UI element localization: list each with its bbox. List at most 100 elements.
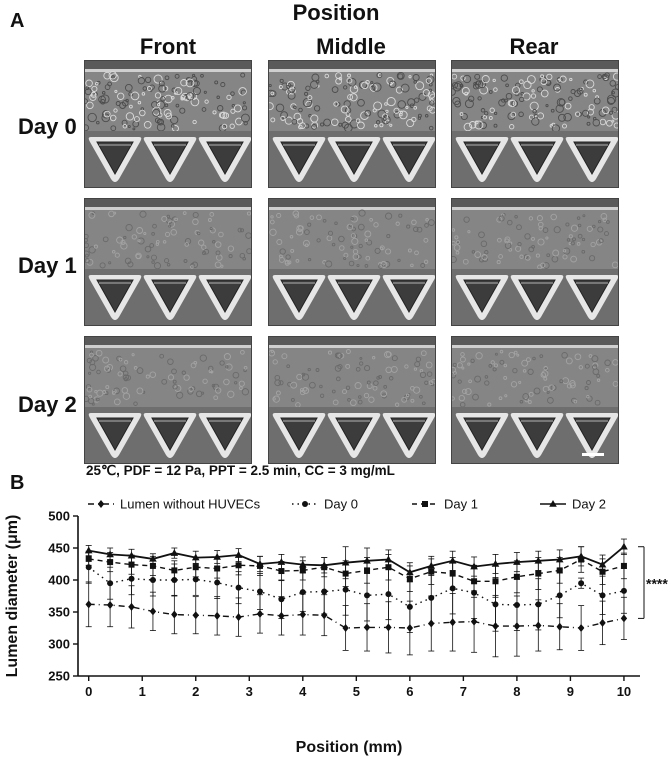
data-point-day-2 [598,560,607,568]
data-point-day-2 [555,555,564,563]
column-header-rear: Rear [509,34,559,59]
data-point-lumen-without-huvecs [342,624,349,632]
data-point-lumen-without-huvecs [192,611,199,620]
y-tick-label: 500 [48,509,70,524]
series-line-day-0 [88,566,625,608]
x-tick-label: 5 [353,684,360,699]
x-tick-label: 7 [460,684,467,699]
x-tick-label: 4 [299,684,307,699]
micrograph-day-2-rear [451,336,619,464]
data-point-day-2 [277,558,286,565]
data-point-day-0 [556,592,563,599]
x-tick-label: 0 [85,684,92,699]
x-tick-label: 10 [617,684,631,699]
y-tick-label: 250 [48,669,70,684]
micrograph-day-0-middle [268,60,436,188]
y-tick-label: 350 [48,605,70,620]
data-point-day-2 [149,554,157,562]
data-point-day-0 [428,594,435,601]
data-point-lumen-without-huvecs [299,610,306,619]
data-point-lumen-without-huvecs [235,613,242,622]
data-point-day-1 [235,562,242,569]
data-point-day-1 [149,562,156,569]
data-point-day-2 [620,542,628,550]
data-point-day-1 [85,555,92,562]
x-tick-label: 1 [139,684,146,699]
data-point-lumen-without-huvecs [85,600,92,609]
x-tick-label: 2 [192,684,199,699]
data-point-lumen-without-huvecs [213,611,221,620]
data-point-day-2 [577,552,585,560]
series-line-lumen-without-huvecs [88,603,625,629]
data-point-lumen-without-huvecs [149,607,157,616]
data-point-day-0 [85,564,92,571]
micrograph-day-2-front [84,336,252,464]
data-point-lumen-without-huvecs [449,618,456,627]
data-point-day-1 [214,565,221,572]
panel-a-letter: A [10,10,25,32]
data-point-day-2 [106,550,114,558]
x-tick-label: 3 [246,684,253,699]
legend-label-lumen-without-huvecs: Lumen without HUVECs [120,497,261,512]
data-point-day-1 [620,562,627,569]
data-point-day-0 [235,584,242,591]
data-point-day-0 [107,580,114,587]
row-label-day-0: Day 0 [18,114,77,139]
data-point-day-2 [534,556,543,564]
y-tick-label: 450 [48,541,70,556]
data-point-day-0 [535,601,542,608]
data-point-day-0 [149,577,156,583]
x-tick-label: 8 [513,684,520,699]
data-point-lumen-without-huvecs [106,600,114,609]
data-point-day-2 [170,549,179,556]
data-point-day-1 [535,570,542,577]
data-point-day-2 [191,553,200,561]
data-point-day-1 [449,570,456,577]
data-point-day-2 [213,552,221,560]
data-point-day-0 [278,596,285,603]
y-axis-title: Lumen diameter (μm) [4,515,21,678]
data-point-lumen-without-huvecs [128,602,135,611]
data-point-day-0 [299,589,306,596]
data-point-lumen-without-huvecs [556,622,563,631]
data-point-lumen-without-huvecs [321,611,328,620]
data-point-day-2 [127,551,136,559]
micrograph-day-0-front [84,60,252,188]
micrograph-day-1-middle [268,198,436,326]
data-point-day-0 [599,592,606,599]
data-point-day-0 [321,588,328,595]
legend-label-day-1: Day 1 [444,497,478,512]
series-line-day-1 [88,558,625,582]
data-point-day-2 [299,560,307,568]
data-point-day-1 [128,561,135,568]
condition-caption: 25℃, PDF = 12 Pa, PPT = 2.5 min, CC = 3 … [86,463,395,478]
legend-label-day-2: Day 2 [572,497,606,512]
data-point-day-0 [578,580,585,587]
column-header-middle: Middle [316,34,386,59]
data-point-lumen-without-huvecs [171,610,178,619]
data-point-day-2 [470,562,478,570]
legend-marker-day-2 [549,500,557,507]
data-point-day-1 [513,573,520,580]
data-point-day-0 [492,601,499,608]
data-point-day-0 [192,576,199,583]
lumen-diameter-chart: 250 300 350 400 450 500 0 1 2 3 4 5 6 7 8 9 10 Position (… [4,497,668,757]
data-point-lumen-without-huvecs [363,623,371,632]
data-point-day-0 [256,588,263,595]
data-point-day-2 [256,560,264,567]
data-point-day-1 [492,578,499,585]
data-point-day-2 [491,560,500,567]
data-point-day-2 [384,555,393,563]
legend-marker-day-0 [302,501,308,507]
data-point-day-2 [84,546,93,554]
data-point-day-2 [448,556,457,564]
data-point-day-0 [342,586,349,593]
data-point-day-1 [471,578,478,585]
data-point-day-1 [278,568,285,575]
micrograph-day-1-rear [451,198,619,326]
data-point-day-1 [556,567,563,574]
data-point-day-2 [363,556,371,564]
significance-label: **** [646,576,668,592]
data-point-day-1 [171,567,178,574]
data-point-day-0 [364,592,371,599]
